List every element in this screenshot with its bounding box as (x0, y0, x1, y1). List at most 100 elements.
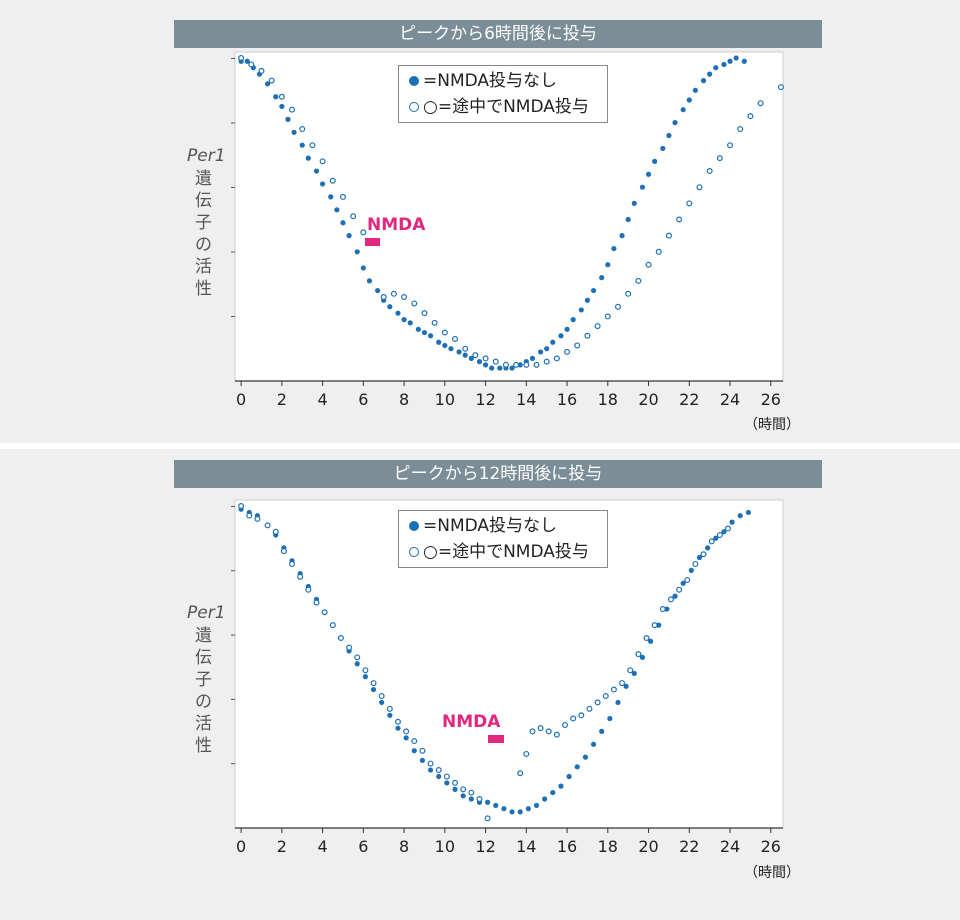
data-point-control (729, 519, 735, 525)
data-point-nmda (686, 200, 693, 207)
data-point-nmda (346, 644, 353, 651)
data-point-control (611, 245, 617, 252)
data-point-control (639, 184, 646, 190)
data-point-nmda (757, 100, 764, 107)
data-point-control (692, 87, 699, 93)
data-point-nmda (727, 142, 734, 149)
data-point-nmda (523, 361, 530, 368)
data-point-nmda (313, 599, 320, 606)
x-tick-label: 16 (557, 390, 577, 409)
data-point-nmda (280, 548, 287, 555)
data-point-nmda (706, 168, 713, 175)
data-point-control (550, 339, 556, 345)
x-tick-label: 22 (679, 837, 699, 856)
data-point-control (686, 97, 692, 103)
data-point-nmda (254, 515, 261, 522)
data-point-nmda (350, 213, 357, 220)
data-point-nmda (309, 142, 316, 149)
data-point-nmda (337, 635, 344, 642)
data-point-control (615, 699, 621, 706)
data-point-control (468, 355, 474, 361)
chart-panel-top: ピークから6時間後に投与 0 2 4 6 8 10 12 14 16 18 20 22 24 26 Per… (0, 0, 960, 450)
data-point-nmda (246, 512, 253, 519)
data-point-nmda (289, 106, 296, 113)
data-point-nmda (394, 718, 401, 725)
data-point-control (647, 638, 654, 644)
data-point-control (619, 233, 625, 239)
data-point-control (566, 773, 572, 780)
x-tick-label: 8 (399, 390, 409, 409)
data-point-control (375, 287, 381, 294)
data-point-nmda (289, 560, 296, 567)
data-point-nmda (329, 622, 336, 629)
data-point-nmda (411, 300, 418, 307)
data-point-nmda (594, 323, 601, 330)
data-point-nmda (272, 528, 279, 535)
data-point-control (489, 365, 495, 371)
open-circle-icon (409, 547, 419, 557)
x-tick-label: 20 (638, 390, 658, 409)
data-point-control (319, 181, 326, 187)
x-tick-label: 16 (557, 837, 577, 856)
data-point-control (652, 158, 658, 164)
data-point-control (244, 58, 250, 64)
data-point-nmda (533, 361, 540, 368)
data-point-control (607, 715, 613, 722)
legend: =NMDA投与なし ○=途中でNMDA投与 (398, 510, 608, 568)
data-point-nmda (443, 773, 450, 780)
data-point-control (485, 799, 491, 805)
data-point-control (700, 78, 707, 84)
data-point-control (403, 735, 409, 741)
data-point-nmda (777, 84, 784, 91)
data-point-nmda (362, 667, 369, 674)
data-point-nmda (655, 248, 662, 255)
data-point-nmda (614, 303, 621, 310)
data-point-control (299, 142, 305, 148)
data-point-control (631, 200, 637, 206)
data-point-nmda (676, 586, 683, 593)
x-tick-label: 14 (516, 390, 536, 409)
filled-circle-icon (409, 521, 419, 531)
data-point-nmda (297, 573, 304, 580)
data-point-control (713, 535, 719, 541)
filled-circle-icon (409, 76, 419, 86)
data-point-control (421, 329, 428, 336)
data-point-control (354, 661, 360, 667)
data-point-nmda (537, 725, 544, 732)
data-point-nmda (411, 738, 418, 745)
data-point-control (340, 220, 346, 226)
data-point-control (639, 654, 646, 660)
data-point-control (590, 287, 597, 294)
data-point-nmda (462, 345, 469, 352)
data-point-nmda (517, 770, 524, 777)
data-point-control (564, 326, 570, 332)
chart-title: ピークから12時間後に投与 (174, 460, 822, 488)
data-point-control (550, 789, 556, 796)
data-point-control (599, 275, 605, 281)
data-point-nmda (604, 313, 611, 320)
data-point-nmda (484, 815, 491, 822)
data-point-nmda (258, 67, 265, 74)
data-point-nmda (667, 596, 674, 603)
legend-entry-filled: =NMDA投与なし (409, 68, 557, 94)
data-point-control (273, 94, 279, 100)
data-point-nmda (299, 126, 306, 133)
data-point-nmda (627, 667, 634, 674)
data-point-control (387, 712, 393, 718)
data-point-control (460, 793, 466, 799)
data-point-control (680, 107, 686, 113)
chart-panel-bottom: ピークから12時間後に投与 0 2 4 6 8 10 12 14 16 18 20 22 24 26 Pe… (0, 455, 960, 905)
data-point-control (387, 304, 393, 310)
data-point-nmda (665, 232, 672, 239)
data-point-control (509, 809, 515, 815)
data-point-control (574, 764, 580, 770)
data-point-control (590, 741, 597, 747)
data-point-nmda (264, 522, 271, 529)
data-point-control (462, 352, 468, 358)
data-point-control (305, 155, 311, 161)
data-point-control (346, 233, 352, 239)
x-axis-unit: （時間） (744, 417, 800, 433)
data-point-nmda (602, 692, 609, 699)
x-tick-label: 8 (399, 837, 409, 856)
data-point-nmda (635, 277, 642, 284)
